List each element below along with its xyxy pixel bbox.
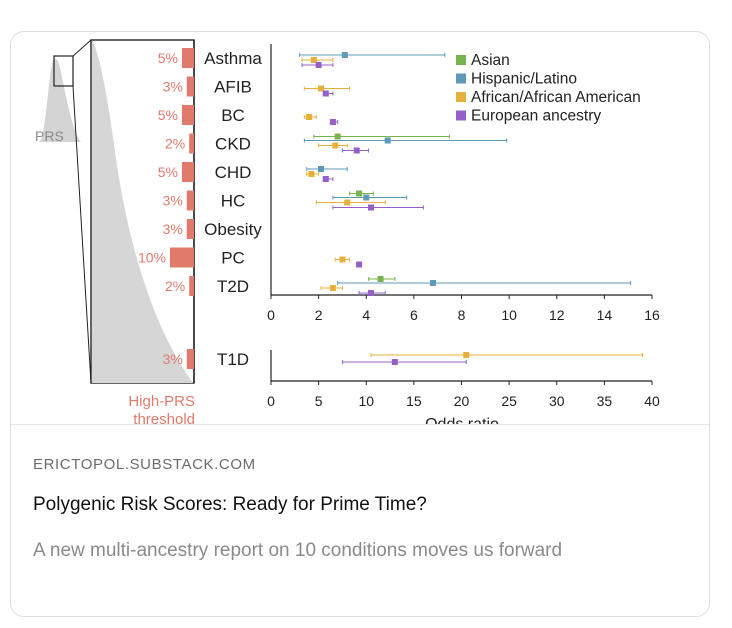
odds-ratio-point bbox=[356, 190, 363, 197]
odds-ratio-point bbox=[310, 57, 317, 63]
prs-thumbnail-distribution bbox=[39, 58, 81, 142]
x-tick-label: 0 bbox=[267, 307, 275, 323]
high-prs-percent: 5% bbox=[158, 107, 178, 123]
high-prs-bar bbox=[186, 76, 194, 97]
odds-ratio-point bbox=[329, 119, 336, 125]
high-prs-percent: 2% bbox=[165, 136, 185, 152]
odds-ratio-point bbox=[322, 176, 329, 182]
prs-label: PRS bbox=[35, 128, 64, 144]
link-preview-card[interactable]: PRS High-PRS threshold 0 2 4 6 8 10 12 14 16 5% As… bbox=[10, 31, 710, 617]
odds-ratio-point bbox=[391, 359, 398, 365]
threshold-label-line2: threshold bbox=[133, 411, 195, 424]
article-subtitle: A new multi-ancestry report on 10 condit… bbox=[33, 540, 563, 561]
x-tick-label: 4 bbox=[362, 307, 370, 323]
high-prs-percent: 3% bbox=[163, 79, 183, 95]
category-label: CKD bbox=[215, 135, 251, 154]
x-tick-label: 5 bbox=[315, 393, 323, 409]
legend-label: Hispanic/Latino bbox=[471, 71, 577, 88]
source-domain: ERICTOPOL.SUBSTACK.COM bbox=[33, 456, 256, 473]
legend-swatch bbox=[456, 110, 466, 121]
odds-ratio-point bbox=[306, 114, 313, 120]
card-divider bbox=[11, 424, 709, 425]
odds-ratio-point bbox=[363, 194, 370, 201]
high-prs-percent: 3% bbox=[163, 221, 183, 237]
odds-ratio-point bbox=[356, 261, 363, 268]
x-tick-label: 30 bbox=[549, 393, 565, 409]
legend-label: African/African American bbox=[471, 89, 641, 106]
high-prs-bar bbox=[189, 133, 194, 154]
category-label: CHD bbox=[215, 163, 252, 182]
prs-zoom-box bbox=[53, 55, 74, 87]
x-tick-label: 10 bbox=[358, 393, 374, 409]
odds-ratio-point bbox=[322, 90, 329, 97]
prs-figure-image: PRS High-PRS threshold 0 2 4 6 8 10 12 14 16 5% As… bbox=[11, 32, 709, 424]
odds-ratio-point bbox=[318, 166, 325, 172]
legend-label: European ancestry bbox=[471, 108, 601, 125]
high-prs-bar bbox=[186, 349, 194, 369]
x-tick-label: 20 bbox=[454, 393, 470, 409]
odds-ratio-point bbox=[384, 137, 391, 144]
odds-ratio-point bbox=[332, 142, 339, 149]
high-prs-bar bbox=[182, 48, 194, 68]
high-prs-bar bbox=[189, 276, 194, 296]
odds-ratio-point bbox=[334, 133, 341, 140]
x-tick-label: 15 bbox=[406, 393, 422, 409]
x-tick-label: 12 bbox=[549, 307, 565, 323]
x-tick-label: 40 bbox=[644, 393, 660, 409]
category-label: BC bbox=[221, 106, 245, 125]
odds-ratio-point bbox=[308, 171, 315, 177]
high-prs-percent: 3% bbox=[163, 193, 183, 209]
tail-distribution bbox=[92, 40, 193, 383]
x-axis-label: Odds ratio bbox=[425, 416, 499, 424]
legend-label: Asian bbox=[471, 52, 510, 69]
legend-swatch bbox=[456, 55, 466, 65]
odds-ratio-point bbox=[368, 204, 375, 211]
x-tick-label: 35 bbox=[597, 393, 613, 409]
odds-ratio-point bbox=[341, 52, 348, 58]
odds-ratio-point bbox=[463, 352, 470, 358]
odds-ratio-point bbox=[315, 62, 322, 68]
legend-swatch bbox=[456, 73, 466, 84]
x-tick-label: 6 bbox=[410, 307, 418, 323]
high-prs-percent: 3% bbox=[163, 351, 183, 367]
high-prs-percent: 10% bbox=[138, 250, 166, 266]
category-label: Obesity bbox=[204, 220, 262, 239]
threshold-label-line1: High-PRS bbox=[128, 393, 195, 410]
odds-ratio-point bbox=[353, 147, 360, 154]
high-prs-bar bbox=[182, 162, 194, 182]
category-label: AFIB bbox=[214, 78, 252, 97]
x-tick-label: 8 bbox=[458, 307, 466, 323]
high-prs-bar bbox=[186, 219, 194, 239]
prs-chart: PRS High-PRS threshold 0 2 4 6 8 10 12 14 16 5% As… bbox=[35, 39, 660, 424]
category-label: T1D bbox=[217, 350, 249, 369]
high-prs-bar bbox=[182, 105, 194, 125]
odds-ratio-point bbox=[429, 280, 436, 286]
high-prs-bar bbox=[170, 247, 194, 268]
legend-swatch bbox=[456, 92, 466, 102]
article-title[interactable]: Polygenic Risk Scores: Ready for Prime T… bbox=[33, 494, 427, 515]
x-tick-label: 14 bbox=[597, 307, 613, 323]
zoom-line-bottom bbox=[72, 85, 92, 384]
odds-ratio-point bbox=[318, 85, 325, 92]
high-prs-percent: 2% bbox=[165, 278, 185, 294]
x-tick-label: 16 bbox=[644, 307, 660, 323]
x-tick-label: 10 bbox=[501, 307, 517, 323]
x-tick-label: 2 bbox=[315, 307, 323, 323]
odds-ratio-point bbox=[329, 285, 336, 291]
high-prs-percent: 5% bbox=[158, 164, 178, 180]
x-tick-label: 25 bbox=[501, 393, 517, 409]
category-label: Asthma bbox=[204, 49, 262, 68]
high-prs-percent: 5% bbox=[158, 50, 178, 66]
odds-ratio-point bbox=[368, 290, 375, 296]
category-label: T2D bbox=[217, 277, 249, 296]
zoom-line-top bbox=[72, 39, 92, 57]
odds-ratio-point bbox=[339, 256, 346, 263]
high-prs-bar bbox=[186, 190, 194, 211]
category-label: PC bbox=[221, 249, 245, 268]
odds-ratio-point bbox=[377, 276, 384, 282]
category-label: HC bbox=[221, 192, 246, 211]
x-tick-label: 0 bbox=[267, 393, 275, 409]
odds-ratio-point bbox=[344, 199, 351, 206]
